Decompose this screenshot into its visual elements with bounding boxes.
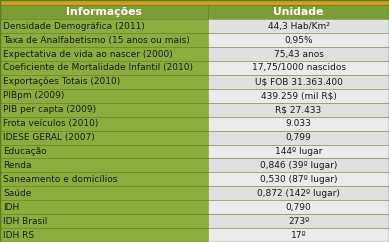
Bar bbox=[0, 61, 208, 75]
Bar bbox=[0, 33, 208, 47]
Text: 0,872 (142º lugar): 0,872 (142º lugar) bbox=[257, 189, 340, 198]
Bar bbox=[208, 5, 389, 19]
Text: 0,790: 0,790 bbox=[286, 203, 312, 212]
Text: Informações: Informações bbox=[66, 7, 142, 17]
Text: PIB per capta (2009): PIB per capta (2009) bbox=[3, 105, 96, 114]
Text: 0,799: 0,799 bbox=[286, 133, 312, 142]
Bar bbox=[208, 144, 389, 159]
Bar bbox=[0, 0, 389, 5]
Text: Renda: Renda bbox=[3, 161, 32, 170]
Bar bbox=[0, 200, 208, 214]
Text: Coeficiente de Mortalidade Infantil (2010): Coeficiente de Mortalidade Infantil (201… bbox=[3, 63, 193, 72]
Bar bbox=[0, 228, 208, 242]
Text: Densidade Demográfica (2011): Densidade Demográfica (2011) bbox=[3, 22, 145, 31]
Text: Unidade: Unidade bbox=[273, 7, 324, 17]
Text: 44,3 Hab/Km²: 44,3 Hab/Km² bbox=[268, 22, 329, 31]
Bar bbox=[0, 19, 208, 33]
Text: Frota veículos (2010): Frota veículos (2010) bbox=[3, 119, 98, 128]
Text: Exportações Totais (2010): Exportações Totais (2010) bbox=[3, 77, 120, 86]
Text: 273º: 273º bbox=[288, 217, 309, 226]
Text: 0,95%: 0,95% bbox=[284, 36, 313, 45]
Bar bbox=[208, 200, 389, 214]
Bar bbox=[0, 103, 208, 117]
Bar bbox=[0, 144, 208, 159]
Text: R$ 27.433: R$ 27.433 bbox=[275, 105, 322, 114]
Text: 75,43 anos: 75,43 anos bbox=[273, 50, 324, 59]
Text: IDH RS: IDH RS bbox=[3, 231, 34, 240]
Text: IDESE GERAL (2007): IDESE GERAL (2007) bbox=[3, 133, 95, 142]
Text: IDH Brasil: IDH Brasil bbox=[3, 217, 47, 226]
Bar bbox=[208, 75, 389, 89]
Bar bbox=[0, 5, 208, 19]
Text: 9.033: 9.033 bbox=[286, 119, 312, 128]
Bar bbox=[208, 131, 389, 144]
Bar bbox=[208, 186, 389, 200]
Bar bbox=[0, 47, 208, 61]
Bar bbox=[208, 33, 389, 47]
Bar bbox=[208, 172, 389, 186]
Text: Taxa de Analfabetismo (15 anos ou mais): Taxa de Analfabetismo (15 anos ou mais) bbox=[3, 36, 190, 45]
Bar bbox=[0, 75, 208, 89]
Text: 17,75/1000 nascidos: 17,75/1000 nascidos bbox=[252, 63, 345, 72]
Bar bbox=[208, 19, 389, 33]
Bar bbox=[0, 117, 208, 131]
Text: U$ FOB 31.363.400: U$ FOB 31.363.400 bbox=[255, 77, 342, 86]
Text: Saneamento e domicílios: Saneamento e domicílios bbox=[3, 175, 117, 184]
Text: PIBpm (2009): PIBpm (2009) bbox=[3, 91, 65, 100]
Bar bbox=[208, 61, 389, 75]
Bar bbox=[208, 89, 389, 103]
Bar bbox=[0, 214, 208, 228]
Bar bbox=[0, 131, 208, 144]
Text: 0,530 (87º lugar): 0,530 (87º lugar) bbox=[260, 175, 337, 184]
Text: Educação: Educação bbox=[3, 147, 47, 156]
Text: 144º lugar: 144º lugar bbox=[275, 147, 322, 156]
Bar bbox=[0, 172, 208, 186]
Bar bbox=[0, 186, 208, 200]
Text: 17º: 17º bbox=[291, 231, 307, 240]
Bar bbox=[0, 159, 208, 172]
Bar bbox=[208, 47, 389, 61]
Bar bbox=[208, 214, 389, 228]
Bar bbox=[0, 89, 208, 103]
Text: Expectativa de vida ao nascer (2000): Expectativa de vida ao nascer (2000) bbox=[3, 50, 173, 59]
Bar bbox=[208, 103, 389, 117]
Bar bbox=[208, 228, 389, 242]
Bar bbox=[208, 159, 389, 172]
Bar bbox=[208, 117, 389, 131]
Text: 439.259 (mil R$): 439.259 (mil R$) bbox=[261, 91, 336, 100]
Text: IDH: IDH bbox=[3, 203, 19, 212]
Text: Saúde: Saúde bbox=[3, 189, 32, 198]
Text: 0,846 (39º lugar): 0,846 (39º lugar) bbox=[260, 161, 337, 170]
